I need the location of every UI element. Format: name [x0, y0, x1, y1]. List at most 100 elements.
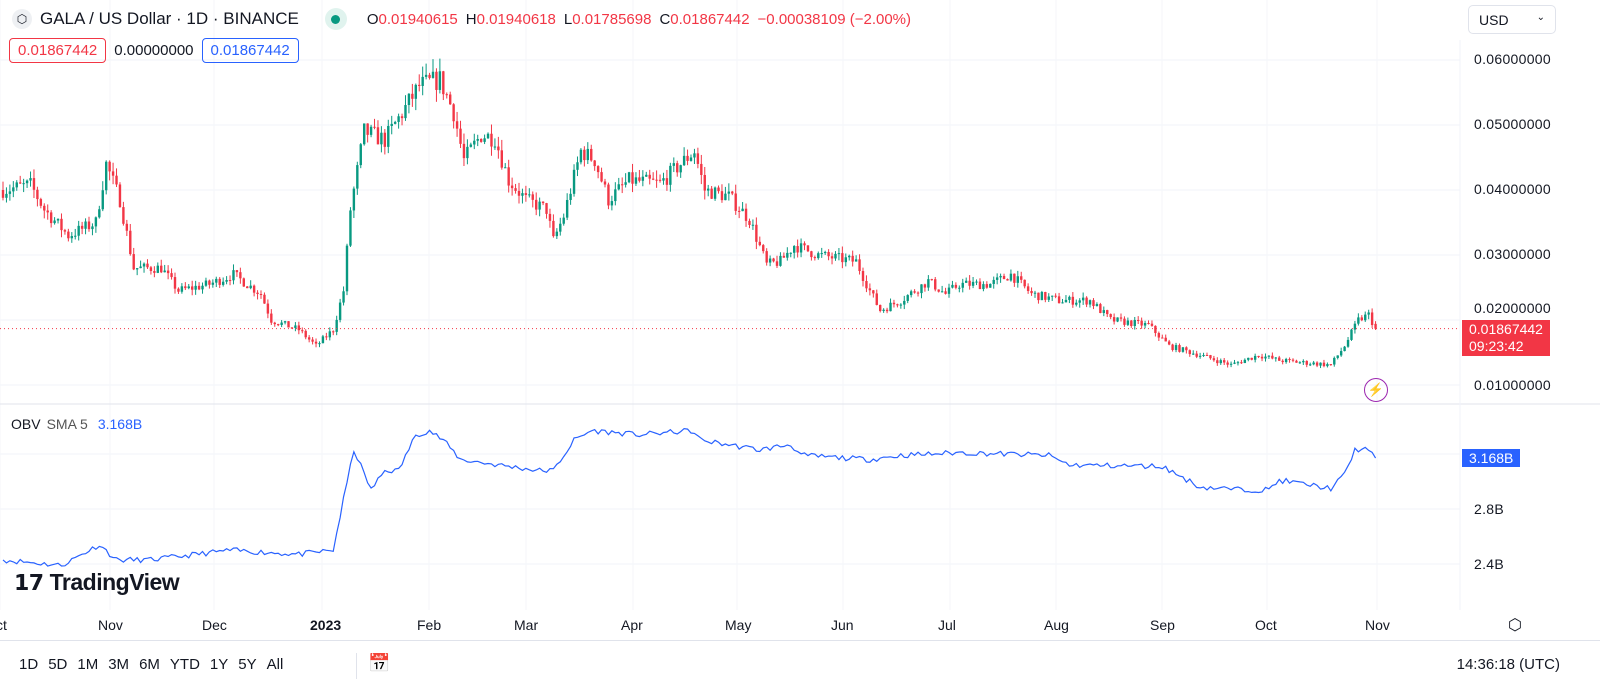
symbol-title[interactable]: GALA / US Dollar · 1D · BINANCE: [40, 9, 299, 28]
buy-price-button[interactable]: 0.01867442: [201, 38, 299, 63]
candle-body: [435, 71, 438, 90]
candle-body: [1233, 362, 1236, 364]
range-6m[interactable]: 6M: [139, 656, 160, 673]
candle-body: [535, 199, 538, 210]
range-3m[interactable]: 3M: [108, 656, 130, 673]
candle-body: [1339, 351, 1343, 356]
price-axis-label: 0.06000000: [1474, 51, 1551, 67]
candle-body: [758, 241, 761, 246]
candle-body: [1250, 357, 1253, 360]
candle-body: [779, 255, 782, 266]
candle-body: [1236, 362, 1240, 364]
low-value: 0.01785698: [572, 10, 652, 28]
candle-body: [1267, 355, 1271, 357]
candle-body: [246, 286, 249, 289]
candle-body: [889, 302, 892, 312]
candle-body: [1195, 353, 1198, 357]
candle-body: [314, 341, 318, 344]
candle-body: [431, 71, 435, 78]
candle-body: [555, 231, 559, 237]
candle-body: [1346, 339, 1350, 347]
candle-body: [1281, 360, 1284, 363]
candle-body: [648, 174, 651, 179]
tradingview-logo[interactable]: 𝟭𝟳 TradingView: [14, 569, 180, 596]
candle-body: [1, 190, 5, 198]
range-1d[interactable]: 1D: [19, 656, 39, 673]
range-ytd[interactable]: YTD: [169, 656, 200, 673]
candle-body: [1216, 360, 1219, 364]
candle-body: [672, 163, 675, 166]
candle-body: [1298, 362, 1302, 364]
candle-body: [841, 253, 844, 263]
candle-body: [235, 270, 239, 273]
candle-body: [108, 161, 111, 172]
candle-body: [218, 278, 221, 285]
candle-body: [1367, 312, 1370, 315]
range-all[interactable]: All: [266, 656, 284, 673]
currency-select[interactable]: USD ⌄: [1468, 5, 1556, 34]
candle-body: [538, 201, 541, 210]
candle-body: [545, 203, 548, 214]
candle-body: [1081, 297, 1085, 301]
sell-price-button[interactable]: 0.01867442: [9, 38, 107, 63]
chart-canvas[interactable]: [0, 0, 1600, 640]
settings-icon[interactable]: ⬡: [1508, 617, 1522, 634]
candle-body: [868, 288, 872, 291]
candle-body: [328, 331, 331, 338]
range-5y[interactable]: 5Y: [238, 656, 257, 673]
candle-body: [445, 94, 448, 96]
candle-body: [442, 71, 445, 95]
candle-body: [139, 266, 142, 269]
candle-body: [686, 155, 689, 161]
candle-body: [762, 245, 765, 252]
candle-body: [947, 287, 951, 294]
range-5d[interactable]: 5D: [48, 656, 68, 673]
candle-body: [1071, 296, 1075, 305]
candle-body: [397, 116, 400, 122]
candle-body: [1271, 355, 1274, 359]
candle-body: [1174, 345, 1178, 350]
candle-body: [1181, 347, 1185, 352]
candle-body: [638, 177, 641, 181]
candle-body: [689, 157, 693, 161]
goto-date-icon[interactable]: 📅: [368, 653, 391, 673]
candle-body: [806, 245, 810, 252]
candle-body: [25, 180, 29, 184]
candle-body: [951, 284, 954, 288]
time-axis-label: Dec: [202, 617, 227, 633]
candle-body: [356, 165, 359, 189]
candle-body: [418, 84, 421, 86]
candle-body: [940, 291, 944, 293]
range-1m[interactable]: 1M: [77, 656, 99, 673]
candle-body: [741, 208, 744, 212]
gala-logo-icon: ⬡: [12, 9, 32, 29]
high-label: H: [465, 10, 477, 28]
open-value: 0.01940615: [378, 10, 458, 28]
candle-body: [782, 255, 786, 258]
clock[interactable]: 14:36:18 (UTC): [1456, 656, 1560, 673]
candle-body: [473, 140, 476, 145]
candle-body: [607, 184, 610, 206]
candle-body: [813, 257, 817, 259]
candle-body: [1116, 317, 1119, 322]
candle-body: [225, 280, 228, 282]
candle-body: [1095, 304, 1099, 307]
candle-body: [294, 325, 297, 328]
candle-body: [731, 191, 734, 194]
candle-body: [896, 304, 899, 306]
range-1y[interactable]: 1Y: [209, 656, 229, 673]
candle-body: [287, 321, 290, 328]
candle-body: [1130, 320, 1133, 327]
candle-body: [1315, 362, 1319, 366]
candle-body: [968, 280, 971, 286]
candle-body: [383, 132, 387, 147]
candle-body: [696, 153, 700, 164]
obv-legend[interactable]: OBV SMA 5 3.168B: [11, 416, 142, 432]
candle-body: [1350, 329, 1353, 340]
market-status-icon[interactable]: [324, 8, 347, 30]
lightning-icon[interactable]: ⚡: [1364, 378, 1388, 402]
candle-body: [1284, 359, 1288, 363]
candle-body: [717, 187, 720, 192]
candle-body: [596, 166, 600, 173]
candle-body: [1353, 323, 1357, 330]
